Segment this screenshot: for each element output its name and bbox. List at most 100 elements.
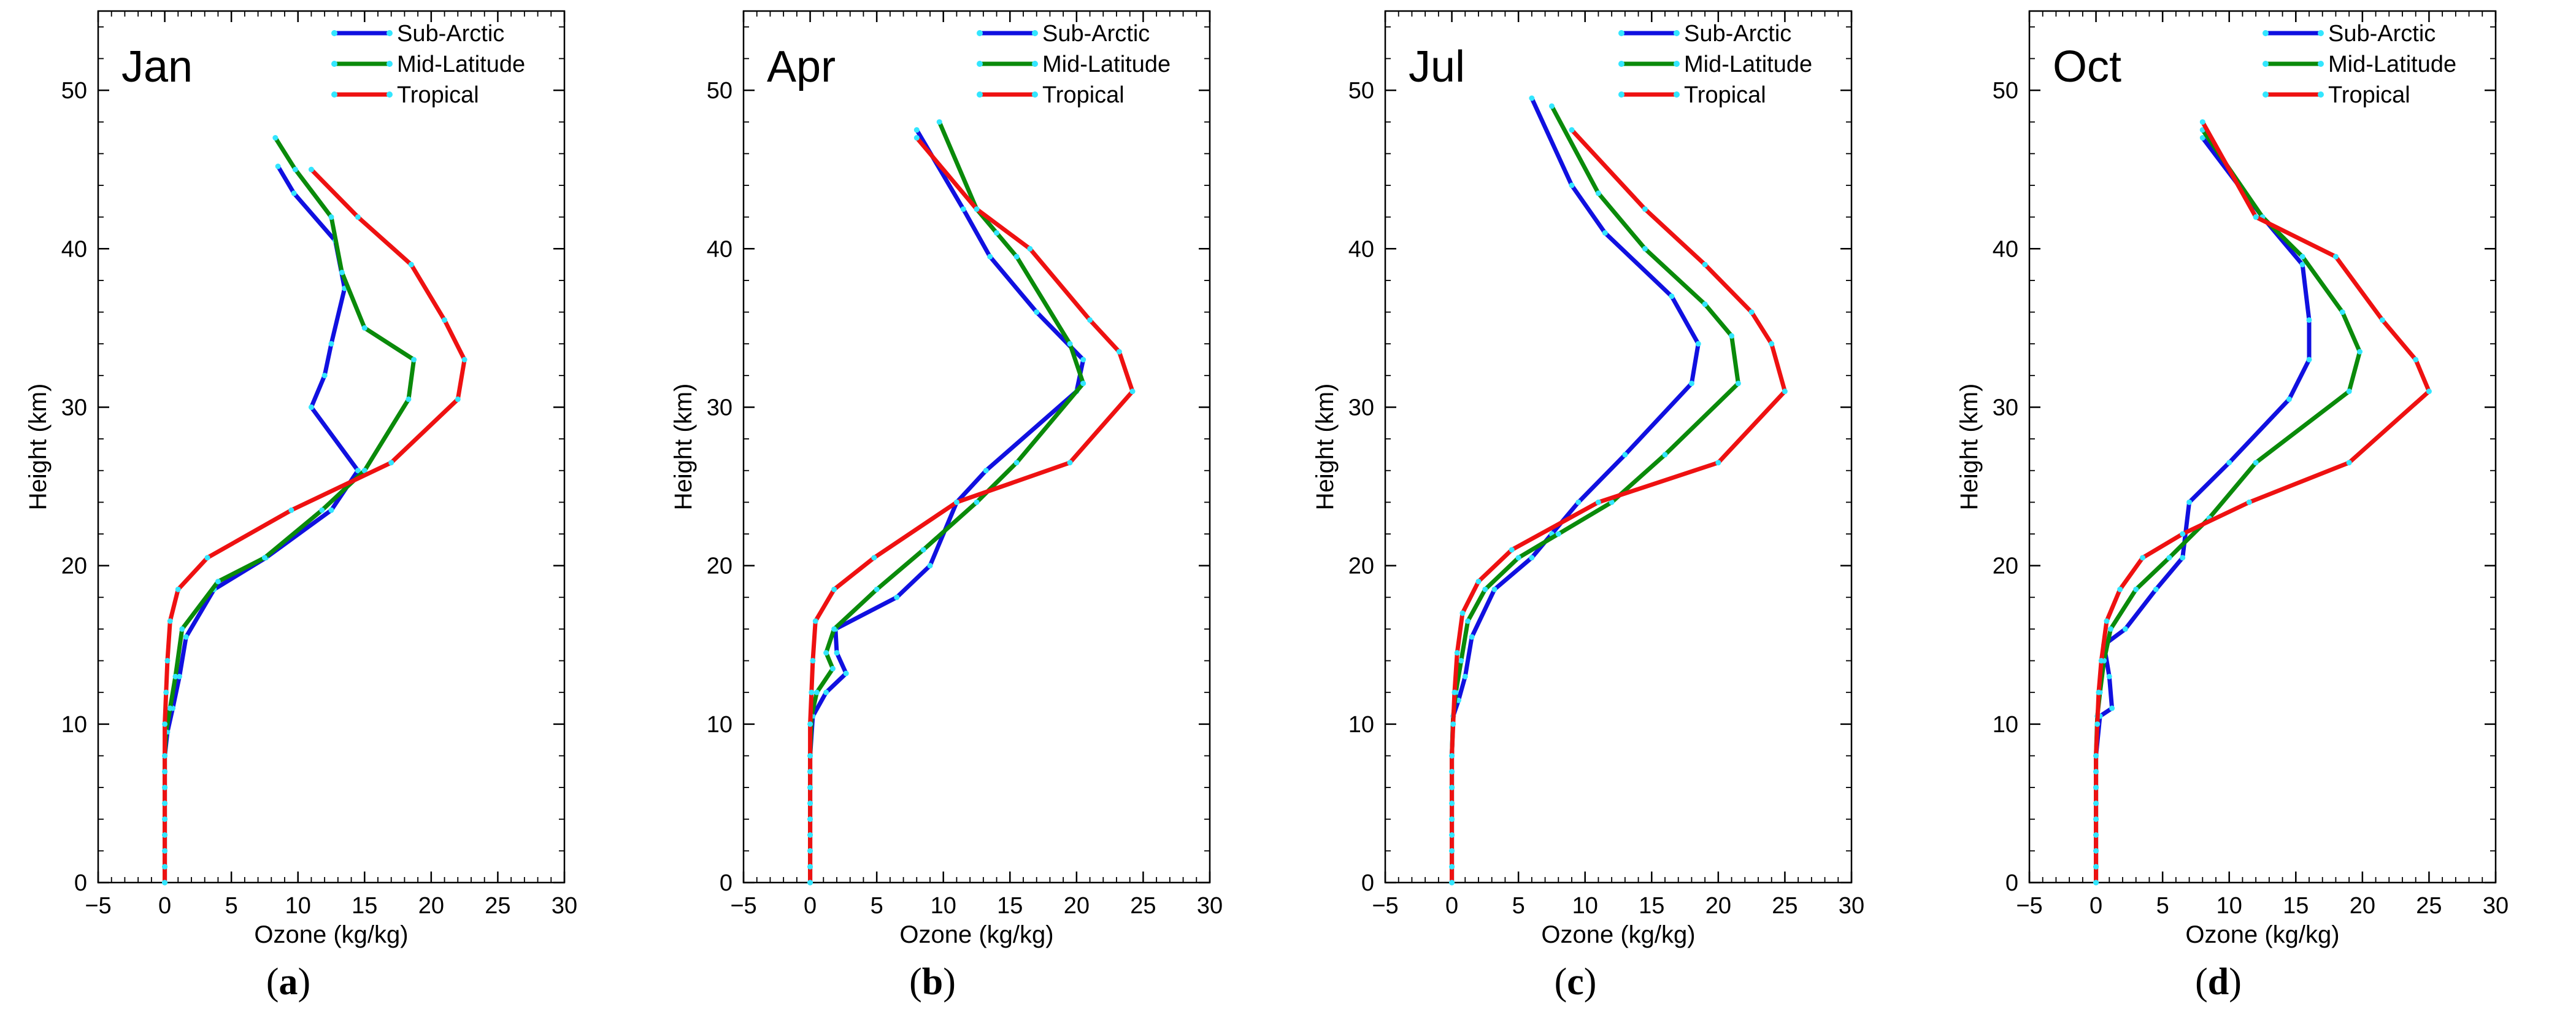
data-point	[831, 586, 837, 592]
data-point	[1529, 555, 1535, 561]
legend-label: Tropical	[397, 82, 479, 108]
data-point	[807, 864, 813, 870]
data-point	[2332, 253, 2339, 260]
data-point	[927, 563, 933, 569]
data-point	[183, 634, 189, 640]
x-tick-label: 15	[997, 893, 1023, 919]
data-point	[288, 507, 294, 513]
x-tick-label: 10	[285, 893, 311, 919]
y-tick-label: 30	[707, 395, 732, 420]
x-tick-label: 25	[485, 893, 510, 919]
legend-marker	[1032, 91, 1038, 98]
data-point	[179, 626, 185, 632]
data-point	[974, 206, 980, 212]
data-point	[1482, 586, 1488, 592]
x-tick-label: 30	[2483, 893, 2509, 919]
data-point	[172, 673, 179, 679]
data-point	[328, 214, 334, 220]
legend-marker	[2263, 61, 2269, 67]
data-point	[461, 357, 467, 363]
data-point	[983, 468, 989, 474]
legend-marker	[331, 91, 337, 98]
data-point	[339, 269, 345, 276]
caption-d: (d)	[2195, 961, 2242, 1003]
data-point	[1129, 388, 1136, 395]
data-point	[1688, 381, 1694, 387]
panel-title: Jan	[121, 42, 193, 91]
x-tick-label: 20	[1705, 893, 1731, 919]
data-point	[1449, 816, 1455, 822]
x-tick-label: 0	[2090, 893, 2102, 919]
data-point	[2093, 864, 2099, 870]
data-point	[1662, 452, 1668, 458]
data-point	[2253, 214, 2259, 220]
legend-marker	[977, 61, 983, 67]
legend-marker	[1618, 61, 1624, 67]
y-tick-label: 50	[1993, 78, 2018, 104]
data-point	[308, 166, 314, 172]
y-tick-label: 30	[1993, 395, 2018, 420]
legend-marker	[386, 30, 393, 36]
data-point	[2096, 689, 2102, 695]
data-point	[1491, 586, 1498, 592]
x-tick-label: 0	[1445, 893, 1458, 919]
x-tick-label: 5	[225, 893, 238, 919]
y-tick-label: 20	[1993, 554, 2018, 579]
data-point	[355, 214, 361, 220]
x-tick-label: 15	[352, 893, 377, 919]
legend-label: Mid-Latitude	[1042, 52, 1171, 77]
y-tick-label: 10	[61, 712, 87, 738]
data-point	[1569, 127, 1575, 133]
data-point	[1087, 317, 1093, 323]
data-point	[874, 586, 880, 592]
data-point	[1449, 879, 1455, 886]
data-point	[809, 689, 815, 695]
x-tick-label: 5	[2156, 893, 2169, 919]
legend-marker	[977, 30, 983, 36]
data-point	[162, 848, 168, 854]
data-point	[2180, 531, 2186, 537]
x-tick-label: 30	[552, 893, 577, 919]
data-point	[2109, 705, 2115, 711]
data-point	[807, 768, 813, 775]
data-point	[408, 261, 414, 268]
data-point	[2098, 658, 2104, 664]
data-point	[2093, 752, 2099, 759]
x-tick-label: 5	[871, 893, 883, 919]
data-point	[1595, 190, 1601, 196]
legend-marker	[386, 91, 393, 98]
y-tick-label: 40	[707, 236, 732, 262]
legend-marker	[1032, 30, 1038, 36]
data-point	[807, 721, 813, 727]
y-tick-label: 50	[61, 78, 87, 104]
data-point	[987, 253, 993, 260]
legend-marker	[1674, 30, 1680, 36]
data-point	[1449, 784, 1455, 791]
y-tick-label: 0	[1361, 870, 1374, 896]
data-point	[2306, 317, 2312, 323]
data-point	[1116, 349, 1122, 355]
data-point	[411, 357, 417, 363]
legend-marker	[1618, 91, 1624, 98]
data-point	[321, 373, 328, 379]
data-point	[406, 396, 412, 403]
data-point	[1748, 309, 1755, 315]
data-point	[1642, 245, 1648, 252]
data-point	[823, 689, 829, 695]
y-tick-label: 10	[1993, 712, 2018, 738]
data-point	[1595, 499, 1601, 505]
data-point	[292, 166, 298, 172]
data-point	[1080, 381, 1086, 387]
x-tick-label: 20	[418, 893, 444, 919]
x-tick-label: −5	[85, 893, 111, 919]
y-axis-label: Height (km)	[1312, 384, 1339, 511]
data-point	[2104, 618, 2110, 624]
data-point	[2093, 832, 2099, 838]
data-point	[328, 507, 334, 513]
data-point	[834, 650, 840, 656]
data-point	[176, 673, 182, 679]
data-point	[1509, 547, 1515, 553]
data-point	[1451, 689, 1458, 695]
